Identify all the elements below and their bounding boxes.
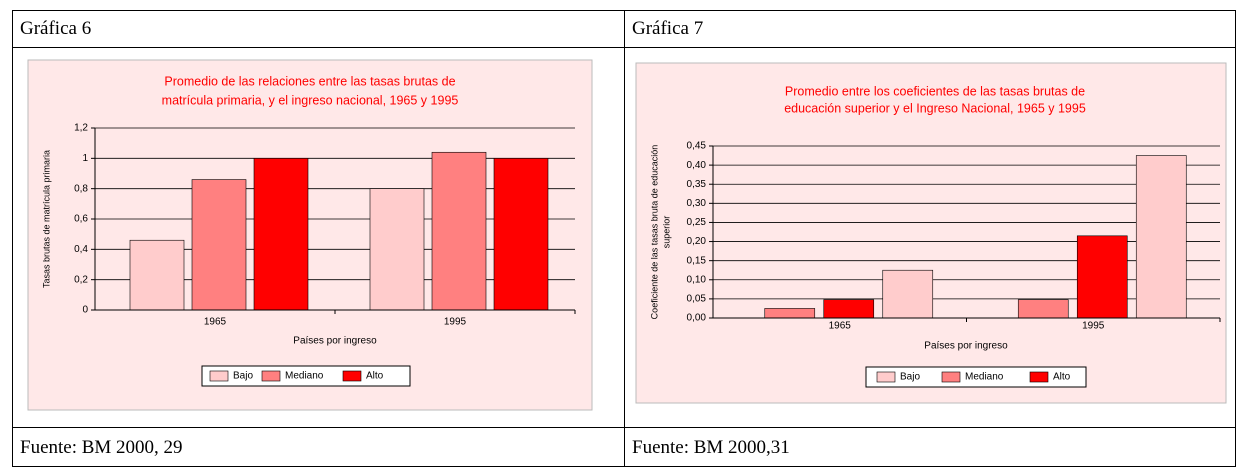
legend-label: Alto xyxy=(1053,372,1071,383)
bar xyxy=(253,158,309,311)
y-tick-label: 0,30 xyxy=(687,198,707,209)
legend-swatch xyxy=(876,371,896,383)
legend-label: Mediano xyxy=(285,371,324,382)
x-axis-title: Países por ingreso xyxy=(293,336,377,347)
header: Gráfica 7 xyxy=(632,18,703,39)
bar xyxy=(129,239,185,311)
legend-swatch xyxy=(941,371,961,383)
y-tick-label: 0,20 xyxy=(687,236,707,247)
y-tick-label: 0,8 xyxy=(74,183,88,194)
x-axis-title: Países por ingreso xyxy=(924,341,1008,352)
legend-swatch xyxy=(342,370,362,382)
y-tick-label: 0,35 xyxy=(687,179,707,190)
footer: Fuente: BM 2000, 29 xyxy=(20,437,183,458)
legend-swatch xyxy=(209,370,229,382)
y-axis-title: Tasas brutas de matrícula primaria xyxy=(41,150,51,288)
y-tick-label: 0,4 xyxy=(74,244,88,255)
legend-label: Bajo xyxy=(900,372,920,383)
legend-label: Bajo xyxy=(233,371,253,382)
chart-title: educación superior y el Ingreso Nacional… xyxy=(784,101,1086,115)
chart-background xyxy=(635,62,1227,404)
footer: Fuente: BM 2000,31 xyxy=(632,437,790,458)
y-tick-label: 0,05 xyxy=(687,294,707,305)
chart-title: Promedio entre los coeficientes de las t… xyxy=(785,84,1085,98)
legend-swatch xyxy=(261,370,281,382)
bar xyxy=(493,158,549,311)
bar xyxy=(191,179,247,311)
header: Gráfica 6 xyxy=(20,18,91,39)
legend-label: Mediano xyxy=(965,372,1004,383)
bar xyxy=(823,299,875,319)
bar xyxy=(764,308,816,319)
bar xyxy=(431,151,487,311)
y-tick-label: 1 xyxy=(82,153,88,164)
table-grid xyxy=(12,10,1236,467)
x-tick-label: 1995 xyxy=(1082,321,1105,332)
y-tick-label: 0,2 xyxy=(74,274,88,285)
y-tick-label: 0,45 xyxy=(687,141,707,152)
y-axis-title: Coeficiente de las tasas bruta de educac… xyxy=(649,145,659,320)
y-tick-label: 0,40 xyxy=(687,160,707,171)
y-tick-label: 0 xyxy=(82,305,88,316)
bar xyxy=(369,188,425,311)
y-tick-label: 0,15 xyxy=(687,255,707,266)
y-tick-label: 0,6 xyxy=(74,214,88,225)
bar xyxy=(882,269,934,319)
x-tick-label: 1965 xyxy=(829,321,852,332)
chart: Promedio de las relaciones entre las tas… xyxy=(27,59,593,411)
y-tick-label: 0,10 xyxy=(687,274,707,285)
chart-title: matrícula primaria, y el ingreso naciona… xyxy=(162,93,459,107)
y-tick-label: 0,00 xyxy=(687,313,707,324)
bar xyxy=(1135,155,1187,319)
y-tick-label: 0,25 xyxy=(687,217,707,228)
y-tick-label: 1,2 xyxy=(74,123,88,134)
bar xyxy=(1017,299,1069,319)
chart: Promedio entre los coeficientes de las t… xyxy=(635,62,1227,404)
x-tick-label: 1995 xyxy=(444,317,467,328)
legend-swatch xyxy=(1029,371,1049,383)
bar xyxy=(1076,235,1128,319)
chart-title: Promedio de las relaciones entre las tas… xyxy=(164,74,455,88)
x-tick-label: 1965 xyxy=(204,317,227,328)
y-axis-title: superior xyxy=(661,216,671,249)
legend-label: Alto xyxy=(366,371,384,382)
